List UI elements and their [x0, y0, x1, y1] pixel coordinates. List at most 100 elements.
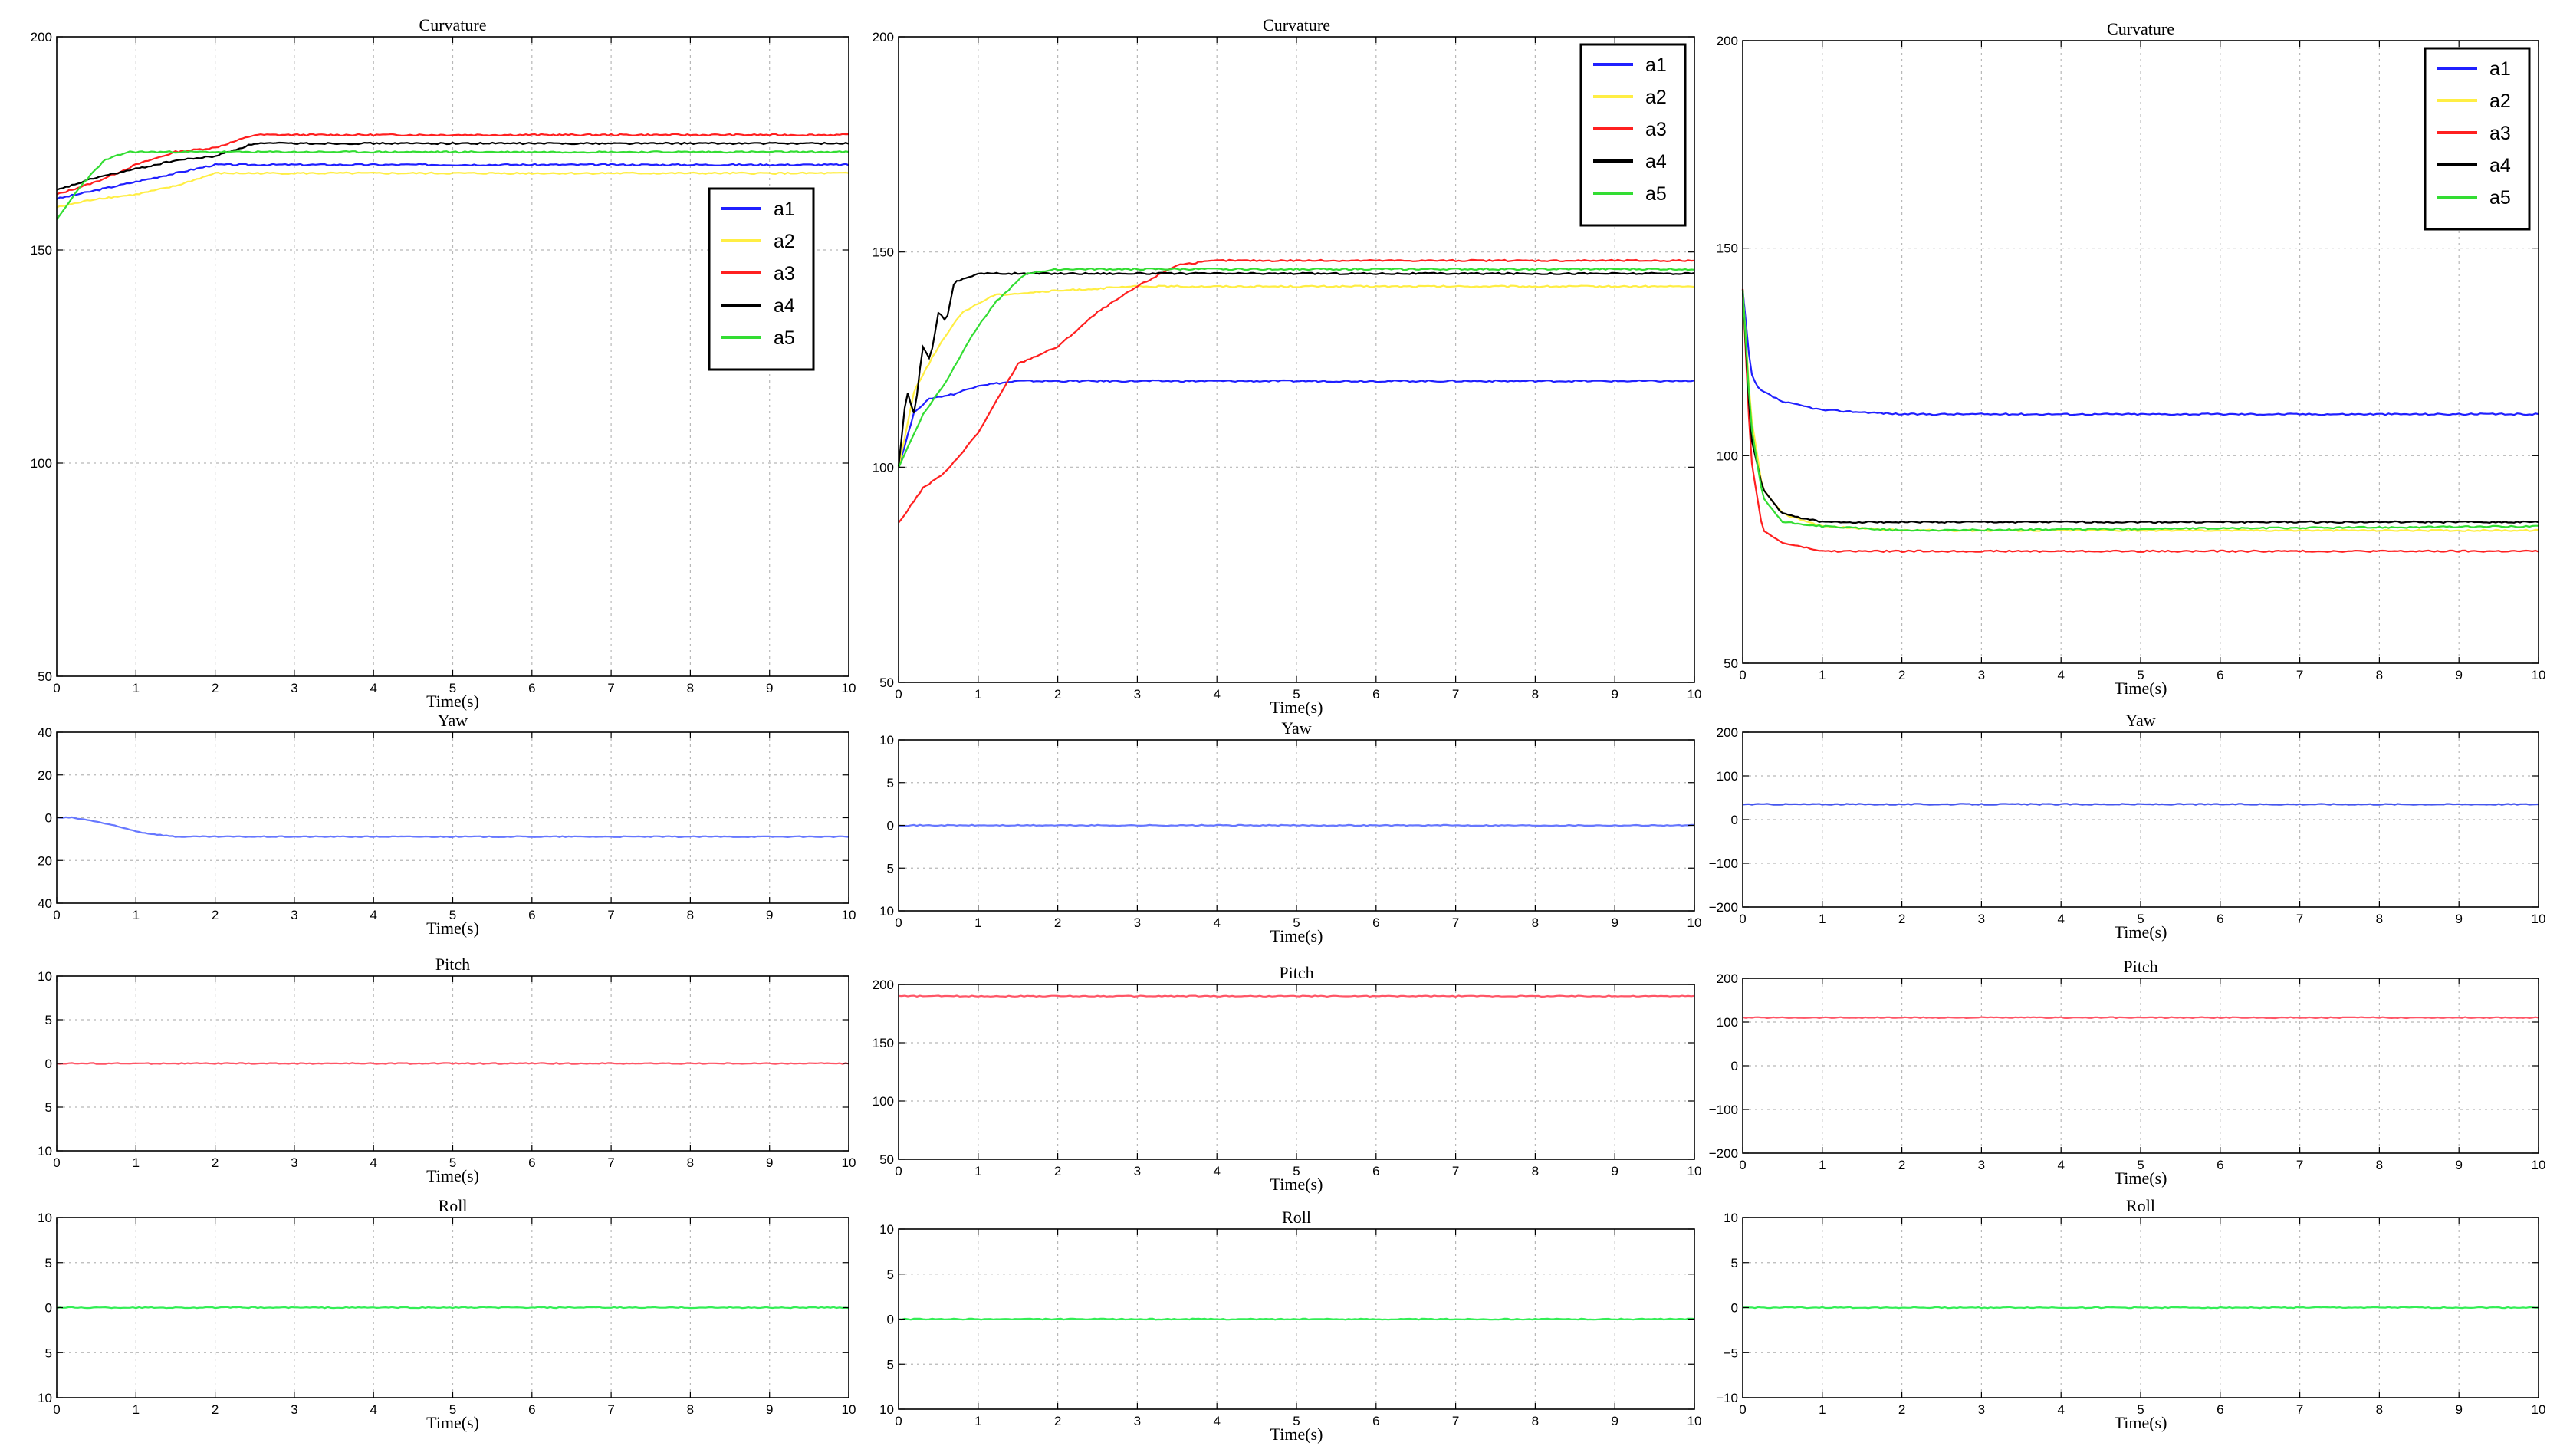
y-tick-label: 10: [38, 1391, 52, 1405]
x-tick-label: 6: [528, 908, 535, 922]
x-tick-label: 10: [842, 1155, 856, 1170]
x-tick-label: 7: [607, 681, 614, 695]
x-tick-label: 7: [607, 908, 614, 922]
x-tick-label: 10: [1687, 687, 1702, 702]
x-tick-label: 3: [291, 908, 297, 922]
chart-title: Yaw: [2125, 711, 2155, 730]
x-tick-label: 1: [1819, 912, 1826, 926]
y-tick-label: 0: [887, 819, 894, 833]
x-tick-label: 4: [1213, 915, 1220, 930]
legend-label-a1: a1: [774, 199, 795, 220]
chart-6: 0 1 2 3 4 5 6 7 8 9 10 −200 −100 0 100 200 Yaw Time(s): [1709, 711, 2546, 942]
x-tick-label: 9: [1611, 687, 1618, 702]
x-tick-label: 4: [370, 681, 376, 695]
series-line-a1: [56, 163, 849, 200]
y-tick-label: 200: [873, 978, 894, 992]
x-tick-label: 5: [449, 1155, 456, 1170]
legend-box: [708, 187, 815, 371]
x-tick-label: 0: [1739, 1402, 1746, 1417]
x-axis-label: Time(s): [2115, 1168, 2167, 1188]
series-line: [56, 816, 849, 839]
x-tick-label: 1: [974, 687, 981, 702]
x-tick-label: 2: [212, 908, 219, 922]
x-tick-label: 5: [1293, 1164, 1300, 1178]
chart-title: Pitch: [1279, 963, 1313, 982]
x-tick-label: 7: [1452, 915, 1459, 930]
x-tick-label: 2: [212, 681, 219, 695]
x-tick-label: 9: [766, 908, 773, 922]
x-tick-label: 7: [607, 1402, 614, 1417]
y-tick-label: 150: [31, 243, 52, 258]
x-tick-label: 3: [1134, 1414, 1141, 1428]
x-tick-label: 4: [2057, 668, 2064, 682]
x-tick-label: 3: [1978, 912, 1985, 926]
x-tick-label: 7: [607, 1155, 614, 1170]
y-tick-label: 200: [873, 30, 894, 44]
x-tick-label: 7: [1452, 687, 1459, 702]
x-axis-label: Time(s): [1270, 926, 1323, 945]
x-tick-label: 6: [528, 1155, 535, 1170]
y-tick-label: 0: [45, 1301, 52, 1316]
y-tick-label: 100: [873, 1094, 894, 1109]
x-axis-label: Time(s): [2115, 1413, 2167, 1432]
chart-12: 0 1 2 3 4 5 6 7 8 9 10 −10 −5 0 5 10 Roll Time(s): [1716, 1196, 2545, 1432]
x-tick-label: 8: [1532, 687, 1539, 702]
x-tick-label: 7: [2296, 1158, 2303, 1172]
x-tick-label: 9: [2455, 668, 2462, 682]
x-tick-label: 1: [974, 1414, 981, 1428]
chart-5: 0 1 2 3 4 5 6 7 8 9 10 10 5 0 5 10 Yaw Time(s): [879, 718, 1701, 945]
x-tick-label: 10: [2532, 668, 2546, 682]
x-tick-label: 7: [2296, 912, 2303, 926]
x-axis-label: Time(s): [1270, 1425, 1323, 1444]
x-axis-label: Time(s): [2115, 922, 2167, 942]
y-tick-label: 200: [1717, 34, 1738, 48]
y-tick-label: 20: [38, 853, 52, 868]
x-tick-label: 9: [766, 681, 773, 695]
y-tick-label: 10: [879, 904, 894, 919]
x-tick-label: 5: [449, 1402, 456, 1417]
legend-label-a1: a1: [2489, 58, 2511, 80]
series-line: [898, 994, 1695, 998]
y-tick-label: 0: [45, 1057, 52, 1071]
series-line: [899, 823, 1695, 827]
x-tick-label: 2: [1898, 1158, 1905, 1172]
legend-label-a5: a5: [1645, 183, 1667, 205]
x-tick-label: 2: [212, 1155, 219, 1170]
x-tick-label: 0: [1739, 912, 1746, 926]
x-tick-label: 6: [1372, 1164, 1379, 1178]
y-tick-label: −200: [1709, 900, 1738, 915]
legend-label-a2: a2: [774, 231, 795, 252]
x-tick-label: 5: [1293, 687, 1300, 702]
x-tick-label: 10: [2532, 1158, 2546, 1172]
y-tick-label: 0: [45, 811, 52, 826]
x-tick-label: 3: [1978, 668, 1985, 682]
x-tick-label: 5: [2137, 1158, 2144, 1172]
x-tick-label: 8: [687, 908, 694, 922]
x-tick-label: 8: [2376, 912, 2383, 926]
x-tick-label: 2: [1054, 1164, 1061, 1178]
x-tick-label: 9: [2455, 1402, 2462, 1417]
series-line-a5: [1741, 290, 2539, 532]
chart-title: Yaw: [438, 711, 468, 730]
x-tick-label: 10: [2532, 912, 2546, 926]
y-tick-label: 200: [1717, 725, 1738, 740]
x-tick-label: 0: [1739, 1158, 1746, 1172]
x-tick-label: 10: [842, 908, 856, 922]
chart-9: 0 1 2 3 4 5 6 7 8 9 10 −200 −100 0 100 200 Pitch Time(s): [1709, 957, 2546, 1188]
x-tick-label: 3: [291, 1155, 297, 1170]
legend-label-a2: a2: [1645, 87, 1667, 108]
x-tick-label: 9: [1611, 1164, 1618, 1178]
x-tick-label: 8: [1532, 1164, 1539, 1178]
x-tick-label: 2: [1898, 1402, 1905, 1417]
x-tick-label: 5: [449, 681, 456, 695]
y-tick-label: 0: [1731, 1301, 1738, 1316]
y-tick-label: 100: [1717, 1015, 1738, 1030]
legend-box: [1579, 43, 1687, 227]
x-tick-label: 4: [2057, 912, 2064, 926]
x-tick-label: 5: [2137, 912, 2144, 926]
y-tick-label: 5: [887, 776, 894, 790]
x-tick-label: 5: [2137, 668, 2144, 682]
chart-title: Yaw: [1281, 718, 1311, 738]
x-tick-label: 4: [2057, 1402, 2064, 1417]
legend-label-a3: a3: [1645, 119, 1667, 140]
